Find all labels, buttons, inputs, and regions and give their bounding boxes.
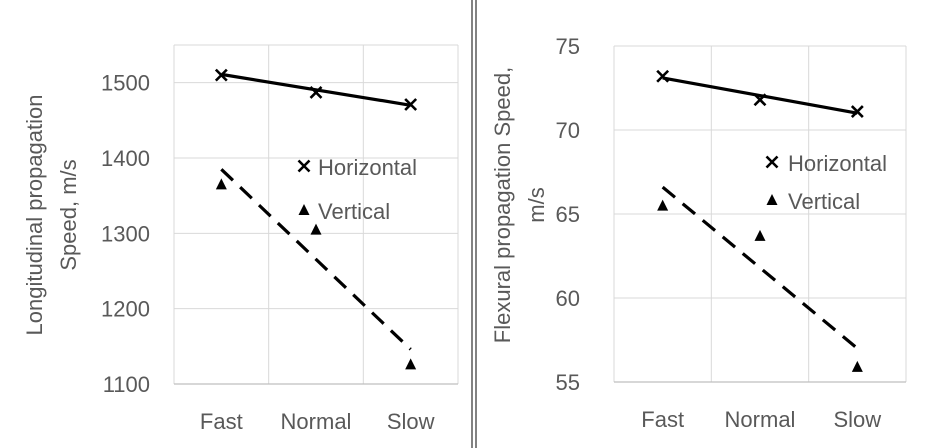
y-axis-title-line: Longitudinal propagation xyxy=(22,95,47,336)
data-point-horizontal xyxy=(214,68,228,82)
x-tick-label: Normal xyxy=(281,409,352,434)
legend-label: Horizontal xyxy=(318,155,417,180)
trendline-vertical xyxy=(220,168,412,351)
data-point-vertical xyxy=(657,199,669,211)
data-point-vertical xyxy=(754,229,766,241)
x-tick-label: Slow xyxy=(387,409,435,434)
data-point-horizontal xyxy=(850,105,864,118)
data-point-horizontal xyxy=(753,93,767,107)
legend-label: Vertical xyxy=(788,189,860,214)
x-tick-label: Fast xyxy=(200,409,243,434)
data-point-vertical xyxy=(405,358,417,370)
y-tick-label: 70 xyxy=(556,118,580,143)
data-point-vertical xyxy=(310,223,322,235)
y-tick-label: 55 xyxy=(556,370,580,395)
y-tick-label: 1100 xyxy=(103,372,150,397)
trendline-horizontal xyxy=(221,72,411,107)
y-axis-title-line: Speed, m/s xyxy=(56,159,81,270)
legend-marker-vertical xyxy=(766,194,778,205)
trendline-vertical xyxy=(661,185,859,350)
legend-label: Horizontal xyxy=(788,151,887,176)
y-tick-label: 1300 xyxy=(101,221,150,246)
x-tick-label: Normal xyxy=(725,407,796,432)
y-tick-label: 65 xyxy=(556,202,580,227)
trendline-horizontal xyxy=(662,76,858,115)
legend-label: Vertical xyxy=(318,199,390,224)
data-point-vertical xyxy=(215,178,227,190)
y-tick-label: 60 xyxy=(556,286,580,311)
legend-marker-horizontal xyxy=(765,155,779,169)
y-axis-title-line: Flexural propagation Speed, xyxy=(490,67,515,343)
y-axis-title: Longitudinal propagation Speed, m/s xyxy=(22,95,81,336)
chart-longitudinal: 1100 1200 1300 1400 1500 Fast Normal Slow Longit… xyxy=(22,44,459,434)
data-point-vertical xyxy=(851,360,863,372)
y-tick-label: 1200 xyxy=(101,297,150,322)
chart-flexural: 55 60 65 70 75 Fast Normal Slow Flexural propaga… xyxy=(490,34,907,432)
legend-marker-horizontal xyxy=(297,159,311,173)
data-point-horizontal xyxy=(404,98,418,111)
y-axis-title-line: m/s xyxy=(524,187,549,222)
y-tick-label: 75 xyxy=(556,34,580,59)
data-point-horizontal xyxy=(309,86,323,99)
x-tick-label: Fast xyxy=(641,407,684,432)
data-point-horizontal xyxy=(656,69,670,83)
y-tick-label: 1400 xyxy=(101,146,150,171)
x-tick-label: Slow xyxy=(833,407,881,432)
legend-marker-vertical xyxy=(298,204,310,215)
y-tick-label: 1500 xyxy=(101,71,150,96)
y-axis-title: Flexural propagation Speed, m/s xyxy=(490,67,549,343)
